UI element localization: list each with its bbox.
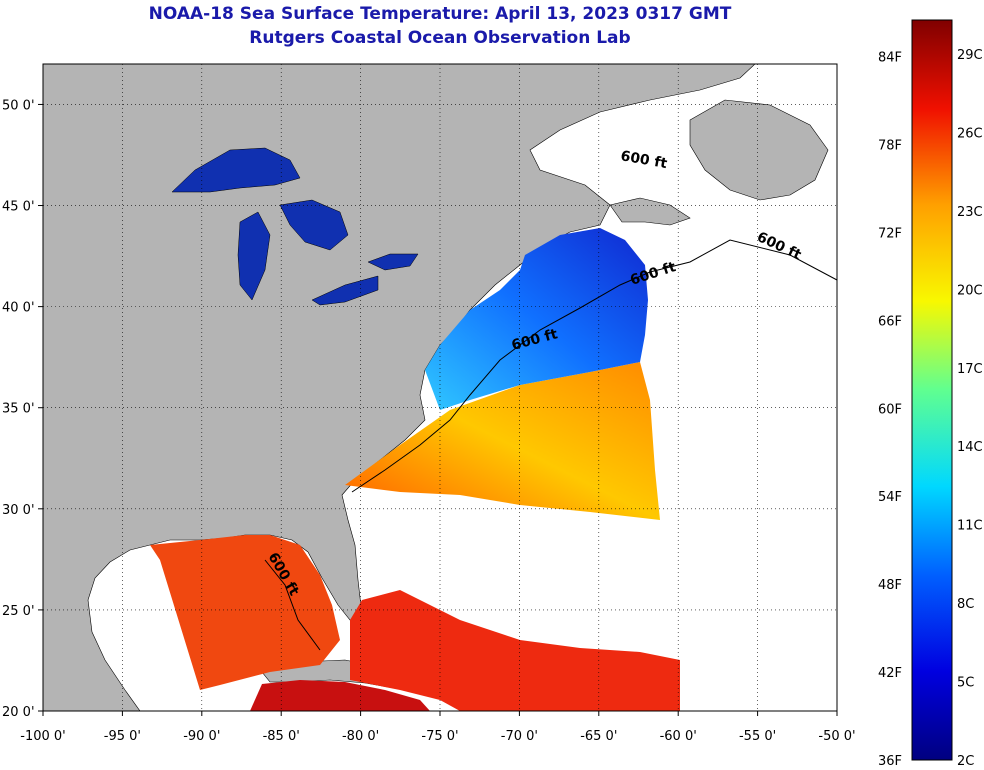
- colorbar-c-label: 2C: [957, 754, 974, 769]
- colorbar-f-label: 42F: [878, 666, 902, 681]
- lon-tick-label: -55 0': [739, 729, 776, 744]
- map-subtitle: Rutgers Coastal Ocean Observation Lab: [249, 28, 631, 48]
- colorbar-f-label: 60F: [878, 402, 902, 417]
- colorbar-c-label: 8C: [957, 597, 974, 612]
- lat-tick-label: 20 0': [2, 705, 35, 720]
- land-nova-scotia: [609, 197, 691, 226]
- colorbar-f-label: 54F: [878, 490, 902, 505]
- map-graticule: [43, 64, 837, 711]
- lon-tick-label: -70 0': [501, 729, 538, 744]
- colorbar-c-label: 29C: [957, 48, 983, 63]
- colorbar-c-label: 23C: [957, 205, 983, 220]
- colorbar-f-label: 72F: [878, 226, 902, 241]
- lat-tick-label: 50 0': [2, 98, 35, 113]
- hot-core-cuba: [250, 680, 430, 711]
- caribbean-warm-water: [350, 590, 680, 711]
- lon-tick-label: -50 0': [818, 729, 855, 744]
- colorbar-f-label: 48F: [878, 578, 902, 593]
- lon-tick-label: -65 0': [580, 729, 617, 744]
- lon-tick-label: -90 0': [183, 729, 220, 744]
- colorbar-f-label: 78F: [878, 139, 902, 154]
- lon-tick-label: -60 0': [660, 729, 697, 744]
- colorbar-c-label: 11C: [957, 519, 983, 534]
- lon-tick-label: -100 0': [20, 729, 65, 744]
- lon-tick-label: -85 0': [263, 729, 300, 744]
- great-lakes: [171, 147, 419, 306]
- lon-tick-label: -75 0': [421, 729, 458, 744]
- colorbar-c-label: 5C: [957, 676, 974, 691]
- colorbar-labels: 84F 78F 72F 66F 60F 54F 48F 42F 36F 29C 26C 23C 20C 1…: [878, 48, 983, 769]
- colorbar-f-label: 84F: [878, 51, 902, 66]
- colorbar-c-label: 17C: [957, 362, 983, 377]
- colorbar: [911, 19, 953, 761]
- land-north-america: [43, 64, 756, 711]
- colorbar-f-label: 36F: [878, 754, 902, 769]
- land-newfoundland: [689, 99, 829, 201]
- gulf-stream-warm-water: [345, 362, 660, 520]
- lat-tick-label: 45 0': [2, 200, 35, 215]
- gulf-of-mexico-sst: [150, 535, 340, 690]
- map-axes: -100 0' -95 0' -90 0' -85 0' -80 0' -75 0' -70…: [2, 98, 856, 744]
- lat-tick-label: 30 0': [2, 503, 35, 518]
- lat-tick-label: 25 0': [2, 604, 35, 619]
- isobath-600ft: [264, 239, 838, 651]
- colorbar-c-label: 14C: [957, 440, 983, 455]
- colorbar-f-label: 66F: [878, 314, 902, 329]
- map-title: NOAA-18 Sea Surface Temperature: April 1…: [148, 4, 732, 24]
- lat-tick-label: 40 0': [2, 301, 35, 316]
- colorbar-c-label: 20C: [957, 283, 983, 298]
- colorbar-c-label: 26C: [957, 126, 983, 141]
- lat-tick-label: 35 0': [2, 402, 35, 417]
- lon-tick-label: -95 0': [104, 729, 141, 744]
- lon-tick-label: -80 0': [342, 729, 379, 744]
- shelf-cold-water: [425, 228, 648, 410]
